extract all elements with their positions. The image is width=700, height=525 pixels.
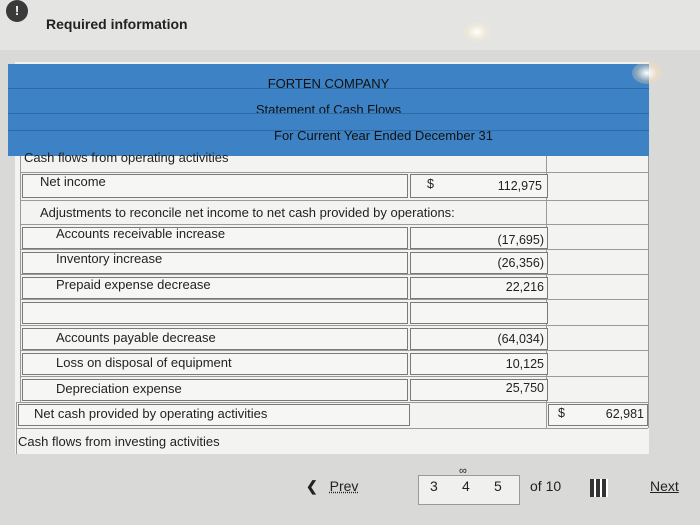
alert-icon: !: [6, 0, 28, 22]
net-cash-amount-cell[interactable]: [548, 404, 648, 426]
adjustment-value: 22,216: [505, 280, 544, 294]
adjustment-amount-cell[interactable]: [410, 252, 548, 274]
net-cash-label: Net cash provided by operating activitie…: [34, 406, 268, 421]
statement-title: Statement of Cash Flows: [255, 102, 402, 117]
net-cash-label-cell[interactable]: [18, 404, 410, 426]
screen-glare: [464, 22, 490, 42]
net-income-amount-cell[interactable]: [410, 174, 548, 198]
adjustment-label: Accounts receivable increase: [56, 226, 226, 241]
company-name: FORTEN COMPANY: [267, 76, 390, 91]
adjustment-amount-cell[interactable]: [410, 277, 548, 299]
adjustment-amount-cell[interactable]: [410, 353, 548, 375]
adjustment-value: (17,695): [497, 233, 544, 247]
adjustment-label-cell[interactable]: [22, 252, 408, 274]
adjustment-label-cell[interactable]: [22, 328, 408, 350]
statement-header: FORTEN COMPANY Statement of Cash Flows F…: [8, 64, 649, 156]
chevron-left-icon: ❮: [306, 478, 318, 494]
adjustment-label-cell[interactable]: [22, 379, 408, 401]
net-income-label-cell[interactable]: [22, 174, 408, 198]
net-income-currency: $: [427, 177, 434, 191]
adjustment-label: Inventory increase: [56, 251, 163, 266]
page-count: of 10: [530, 478, 562, 494]
adjustment-label: Prepaid expense decrease: [56, 277, 211, 292]
grid-icon[interactable]: [590, 479, 608, 497]
adjustment-value: 25,750: [505, 381, 544, 395]
net-cash-value: 62,981: [605, 407, 644, 421]
net-cash-currency: $: [558, 406, 565, 420]
prev-label: Prev: [329, 478, 359, 494]
adjustment-value: 10,125: [505, 357, 544, 371]
top-bar: ! Required information: [0, 0, 700, 50]
adjustment-label: Depreciation expense: [56, 381, 182, 396]
page-selector: [418, 475, 520, 505]
required-information-label: Required information: [46, 16, 188, 32]
screen-glare: [632, 62, 662, 84]
adjustment-label: Loss on disposal of equipment: [56, 355, 232, 370]
adjustment-amount-cell[interactable]: [410, 328, 548, 350]
page-3[interactable]: 3: [430, 478, 438, 494]
adjustment-value: (64,034): [497, 332, 544, 346]
page-5[interactable]: 5: [494, 478, 502, 494]
adjustment-label-cell[interactable]: [22, 353, 408, 375]
net-income-value: 112,975: [497, 179, 542, 193]
adjustment-amount-cell[interactable]: [410, 379, 548, 401]
page-4[interactable]: 4: [462, 478, 470, 494]
adjustment-label-cell[interactable]: [22, 227, 408, 249]
statement-period: For Current Year Ended December 31: [274, 128, 493, 143]
next-button[interactable]: Next: [650, 478, 679, 494]
adjustment-label-cell[interactable]: [22, 277, 408, 299]
link-icon: ∞: [459, 465, 467, 477]
net-income-label: Net income: [40, 174, 106, 189]
adjustment-amount-cell[interactable]: [410, 227, 548, 249]
adjustment-amount-cell[interactable]: [410, 302, 548, 324]
adjustment-value: (26,356): [497, 256, 544, 270]
adjustments-label: Adjustments to reconcile net income to n…: [40, 205, 455, 220]
operating-activities-heading: Cash flows from operating activities: [24, 150, 229, 165]
prev-button[interactable]: ❮ Prev: [306, 478, 358, 495]
adjustment-label-cell[interactable]: [22, 302, 408, 324]
adjustment-label: Accounts payable decrease: [56, 330, 216, 345]
investing-activities-heading: Cash flows from investing activities: [18, 434, 220, 449]
